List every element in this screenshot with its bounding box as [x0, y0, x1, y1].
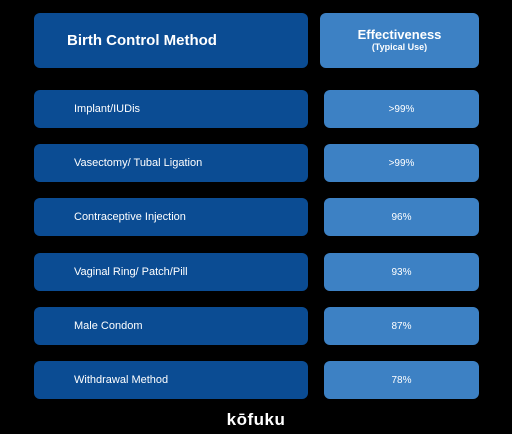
method-column-header: Birth Control Method — [34, 13, 308, 68]
effectiveness-cell: 87% — [324, 307, 479, 345]
effectiveness-cell: 93% — [324, 253, 479, 291]
method-label: Vaginal Ring/ Patch/Pill — [74, 266, 188, 278]
effectiveness-header-label: Effectiveness — [357, 27, 442, 42]
method-cell: Male Condom — [34, 307, 308, 345]
effectiveness-value: 96% — [391, 211, 412, 223]
method-label: Withdrawal Method — [74, 374, 169, 386]
effectiveness-value: >99% — [388, 103, 415, 115]
method-column-header-label: Birth Control Method — [67, 32, 217, 49]
brand-logo: kōfuku — [226, 410, 286, 429]
method-cell: Implant/IUDis — [34, 90, 308, 128]
method-cell: Vaginal Ring/ Patch/Pill — [34, 253, 308, 291]
effectiveness-cell: 78% — [324, 361, 479, 399]
effectiveness-cell: 96% — [324, 198, 479, 236]
method-cell: Contraceptive Injection — [34, 198, 308, 236]
effectiveness-value: 87% — [391, 320, 412, 332]
effectiveness-column-header: Effectiveness (Typical Use) — [320, 13, 479, 68]
effectiveness-value: 93% — [391, 266, 412, 278]
method-label: Vasectomy/ Tubal Ligation — [74, 157, 203, 169]
method-cell: Withdrawal Method — [34, 361, 308, 399]
effectiveness-cell: >99% — [324, 144, 479, 182]
effectiveness-value: >99% — [388, 157, 415, 169]
effectiveness-value: 78% — [391, 374, 412, 386]
method-label: Implant/IUDis — [74, 103, 141, 115]
method-label: Contraceptive Injection — [74, 211, 186, 223]
method-label: Male Condom — [74, 320, 143, 332]
effectiveness-header-sublabel: (Typical Use) — [371, 42, 428, 52]
effectiveness-cell: >99% — [324, 90, 479, 128]
method-cell: Vasectomy/ Tubal Ligation — [34, 144, 308, 182]
